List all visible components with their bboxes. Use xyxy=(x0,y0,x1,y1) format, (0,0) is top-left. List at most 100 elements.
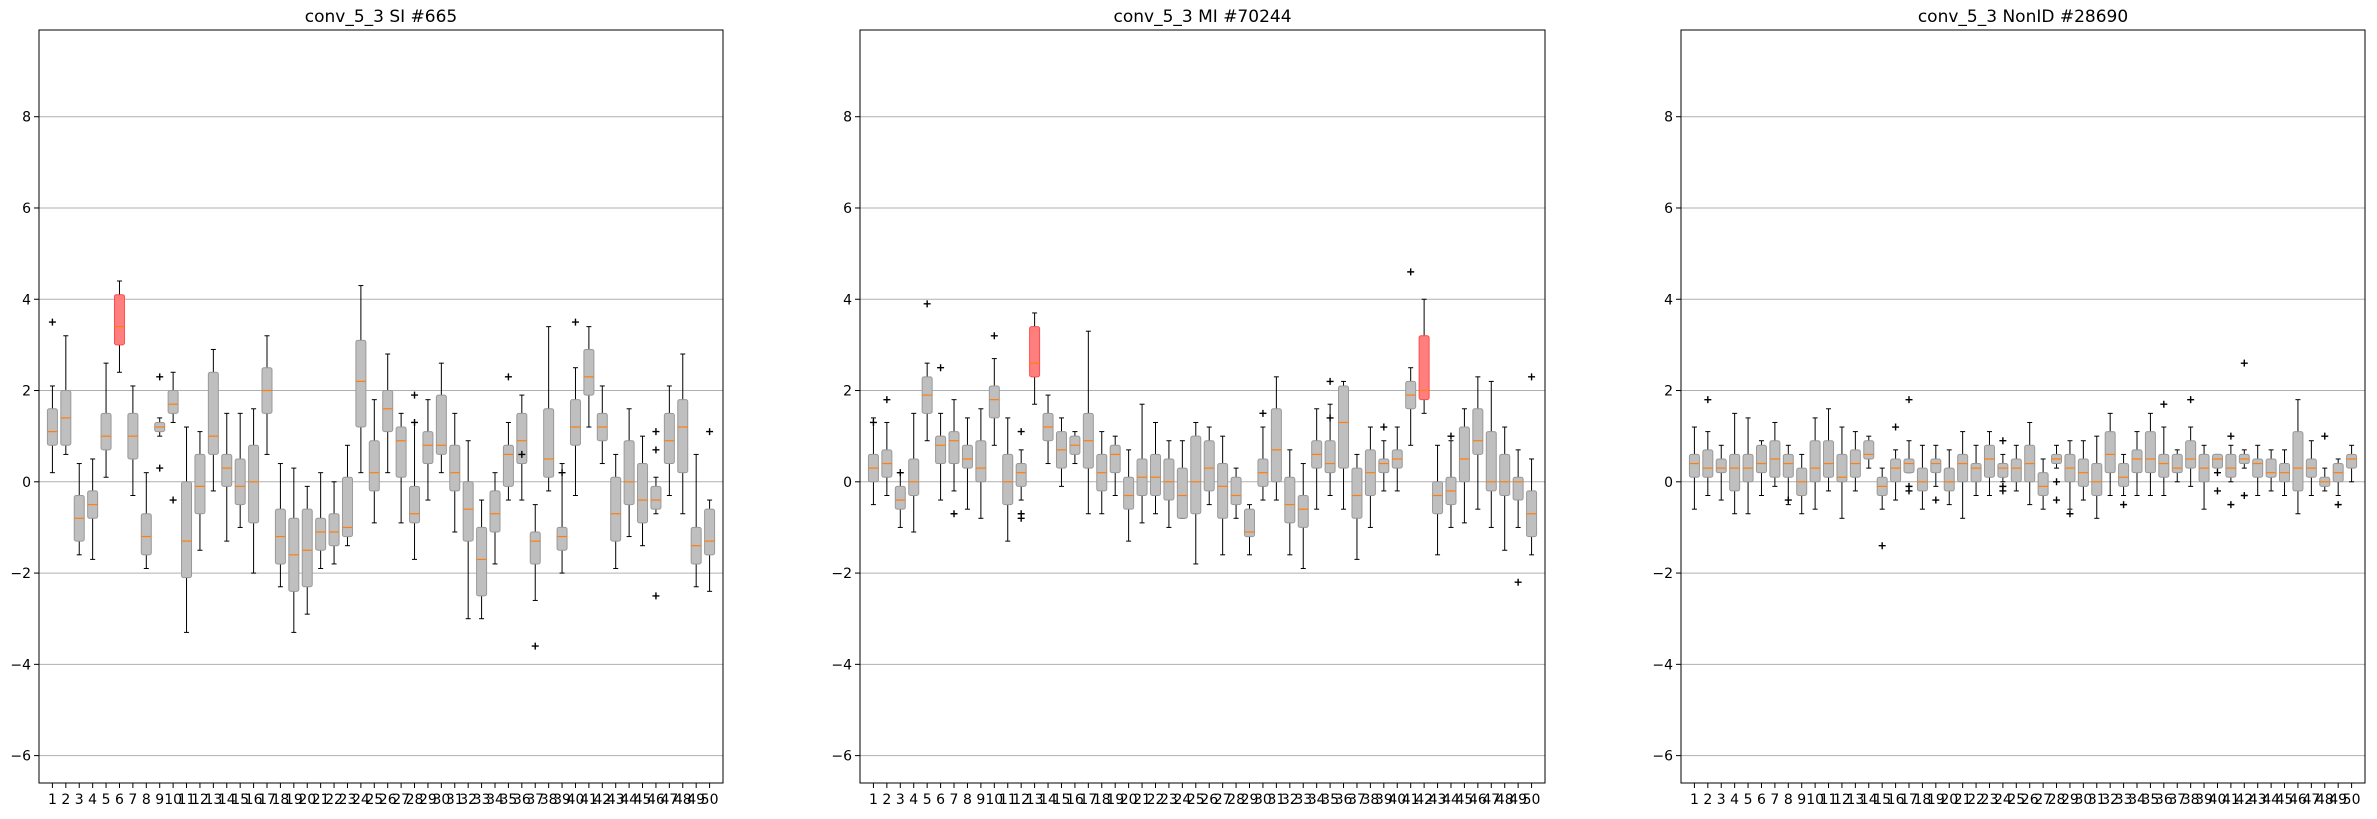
box-50 xyxy=(704,428,716,592)
box-body xyxy=(1688,453,1700,478)
box-12 xyxy=(1836,426,1848,519)
box-23 xyxy=(1983,431,1995,496)
y-tick-label: −2 xyxy=(10,566,31,582)
x-tick-label: 22 xyxy=(325,792,343,808)
x-tick-label: 40 xyxy=(1388,792,1406,808)
box-4 xyxy=(1729,412,1741,515)
box-21 xyxy=(1136,403,1148,524)
box-18 xyxy=(1096,431,1108,515)
box-5 xyxy=(1742,417,1754,515)
x-tick-label: 6 xyxy=(936,792,945,808)
box-body xyxy=(569,399,581,446)
flier-marker xyxy=(706,428,714,436)
flier-marker xyxy=(1784,496,1792,504)
y-tick-label: 2 xyxy=(22,384,31,400)
box-39 xyxy=(2198,444,2210,510)
x-tick-label: 23 xyxy=(339,792,357,808)
x-tick-label: 1 xyxy=(869,792,878,808)
x-tick-label: 13 xyxy=(1026,792,1044,808)
x-tick-label: 7 xyxy=(1770,792,1779,808)
y-tick-label: 4 xyxy=(22,292,31,308)
x-tick-label: 18 xyxy=(271,792,289,808)
x-tick-label: 44 xyxy=(1442,792,1460,808)
x-tick-label: 19 xyxy=(1106,792,1124,808)
box-6 xyxy=(1755,440,1767,496)
axes-frame xyxy=(38,29,724,784)
box-highlighted xyxy=(1029,326,1041,378)
box-body xyxy=(234,458,246,506)
x-tick-label: 48 xyxy=(1496,792,1514,808)
box-50 xyxy=(2346,444,2358,483)
x-tick-label: 36 xyxy=(2155,792,2173,808)
box-9 xyxy=(1796,453,1808,515)
box-8 xyxy=(1782,444,1794,506)
box-43 xyxy=(610,453,622,570)
chart-title: conv_5_3 SI #665 xyxy=(305,7,458,27)
box-40 xyxy=(2211,453,2223,495)
flier-marker xyxy=(869,418,877,426)
x-tick-label: 26 xyxy=(1200,792,1218,808)
box-body xyxy=(1015,463,1027,487)
x-tick-label: 43 xyxy=(1429,792,1447,808)
flier-marker xyxy=(937,364,945,372)
box-body xyxy=(1823,440,1835,478)
x-tick-label: 15 xyxy=(1873,792,1891,808)
box-body xyxy=(1997,463,2009,478)
x-tick-label: 15 xyxy=(1053,792,1071,808)
box-body xyxy=(328,513,340,547)
x-tick-label: 46 xyxy=(647,792,665,808)
box-39 xyxy=(1378,423,1390,492)
flier-marker xyxy=(1017,514,1025,522)
box-body xyxy=(1109,444,1121,474)
box-25 xyxy=(2010,444,2022,492)
box-34 xyxy=(2131,431,2143,496)
flier-marker xyxy=(169,496,177,504)
flier-marker xyxy=(2213,469,2221,477)
x-tick-label: 18 xyxy=(1913,792,1931,808)
x-tick-label: 42 xyxy=(1415,792,1433,808)
x-tick-label: 12 xyxy=(1833,792,1851,808)
x-tick-label: 17 xyxy=(1079,792,1097,808)
x-tick-label: 20 xyxy=(1940,792,1958,808)
box-49 xyxy=(690,453,702,588)
box-highlighted xyxy=(113,294,125,346)
x-tick-label: 4 xyxy=(88,792,97,808)
x-tick-label: 34 xyxy=(1308,792,1326,808)
box-body xyxy=(1916,467,1928,492)
box-41 xyxy=(583,326,595,428)
x-tick-label: 16 xyxy=(1066,792,1084,808)
box-body xyxy=(1217,463,1229,519)
flier-marker xyxy=(558,469,566,477)
x-tick-label: 22 xyxy=(1147,792,1165,808)
flier-marker xyxy=(48,318,56,326)
x-tick-label: 39 xyxy=(553,792,571,808)
box-body xyxy=(368,440,380,492)
box-body xyxy=(583,348,595,396)
flier-marker xyxy=(2160,400,2168,408)
box-14 xyxy=(1863,435,1875,469)
box-45 xyxy=(1458,408,1470,524)
box-29 xyxy=(1244,504,1256,556)
x-tick-label: 19 xyxy=(285,792,303,808)
box-body xyxy=(1512,476,1524,501)
x-tick-label: 11 xyxy=(1820,792,1838,808)
x-tick-label: 24 xyxy=(352,792,370,808)
box-28 xyxy=(409,391,421,560)
box-body xyxy=(1957,453,1969,483)
box-30 xyxy=(435,362,447,474)
x-tick-label: 35 xyxy=(2141,792,2159,808)
box-35 xyxy=(2144,412,2156,496)
box-body xyxy=(248,444,260,524)
x-tick-label: 48 xyxy=(674,792,692,808)
flier-marker xyxy=(2321,432,2329,440)
flier-marker xyxy=(2213,487,2221,495)
flier-marker xyxy=(883,396,891,404)
box-14 xyxy=(1042,394,1054,465)
flier-marker xyxy=(2240,359,2248,367)
x-tick-label: 3 xyxy=(75,792,84,808)
box-body xyxy=(1002,453,1014,506)
x-tick-label: 39 xyxy=(1375,792,1393,808)
box-body xyxy=(2185,440,2197,469)
